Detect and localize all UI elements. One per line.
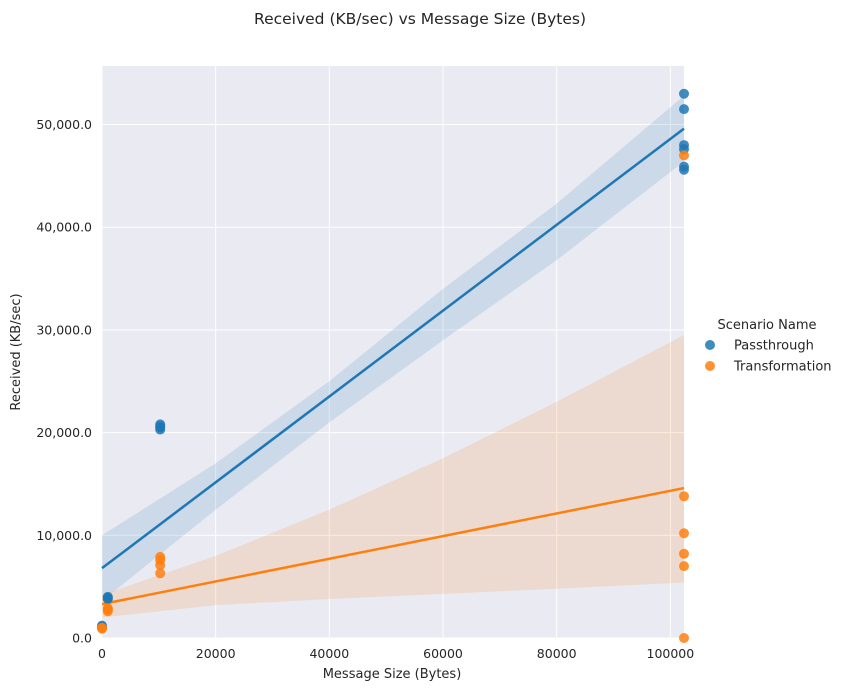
y-axis-label: Received (KB/sec) xyxy=(9,293,24,410)
data-point xyxy=(679,150,689,161)
x-tick-label: 100000 xyxy=(647,646,695,661)
data-point xyxy=(679,104,689,115)
data-point xyxy=(679,633,689,643)
data-point xyxy=(679,561,689,572)
x-tick-label: 60000 xyxy=(423,646,463,661)
y-tick-label: 20,000.0 xyxy=(36,425,92,440)
data-point xyxy=(97,622,107,633)
regression-line xyxy=(101,486,685,606)
x-tick-label: 20000 xyxy=(196,646,236,661)
legend-marker xyxy=(705,361,715,371)
confidence-band xyxy=(102,335,684,618)
y-tick-label: 0.0 xyxy=(72,631,92,646)
plot-background xyxy=(102,66,684,638)
legend-title: Scenario Name xyxy=(718,318,817,333)
data-point xyxy=(155,421,166,432)
x-axis-label: Message Size (Bytes) xyxy=(323,667,462,682)
y-tick-label: 30,000.0 xyxy=(36,322,92,337)
x-tick-label: 80000 xyxy=(537,646,577,661)
data-point xyxy=(155,568,166,579)
data-point xyxy=(102,603,113,614)
data-point xyxy=(155,560,166,571)
plot-area: 0 20000 40000 60000 80000 100000 0.0 10,000.0 20… xyxy=(36,66,694,661)
data-point xyxy=(679,548,689,559)
x-tick-label: 40000 xyxy=(309,646,349,661)
data-point xyxy=(679,88,689,99)
regression-line xyxy=(101,127,685,570)
legend: Scenario Name Passthrough Transformation xyxy=(705,318,832,375)
y-tick-label: 40,000.0 xyxy=(36,220,92,235)
data-point xyxy=(102,592,113,603)
legend-items: Passthrough Transformation xyxy=(705,339,832,375)
data-point xyxy=(679,528,689,539)
legend-label: Passthrough xyxy=(734,339,814,354)
data-point xyxy=(679,491,689,502)
data-point xyxy=(679,164,689,175)
legend-label: Transformation xyxy=(733,360,832,375)
chart-title: Received (KB/sec) vs Message Size (Bytes… xyxy=(254,10,586,28)
legend-marker xyxy=(705,340,715,350)
y-tick-label: 50,000.0 xyxy=(36,117,92,132)
y-tick-label: 10,000.0 xyxy=(36,528,92,543)
x-tick-label: 0 xyxy=(98,646,106,661)
